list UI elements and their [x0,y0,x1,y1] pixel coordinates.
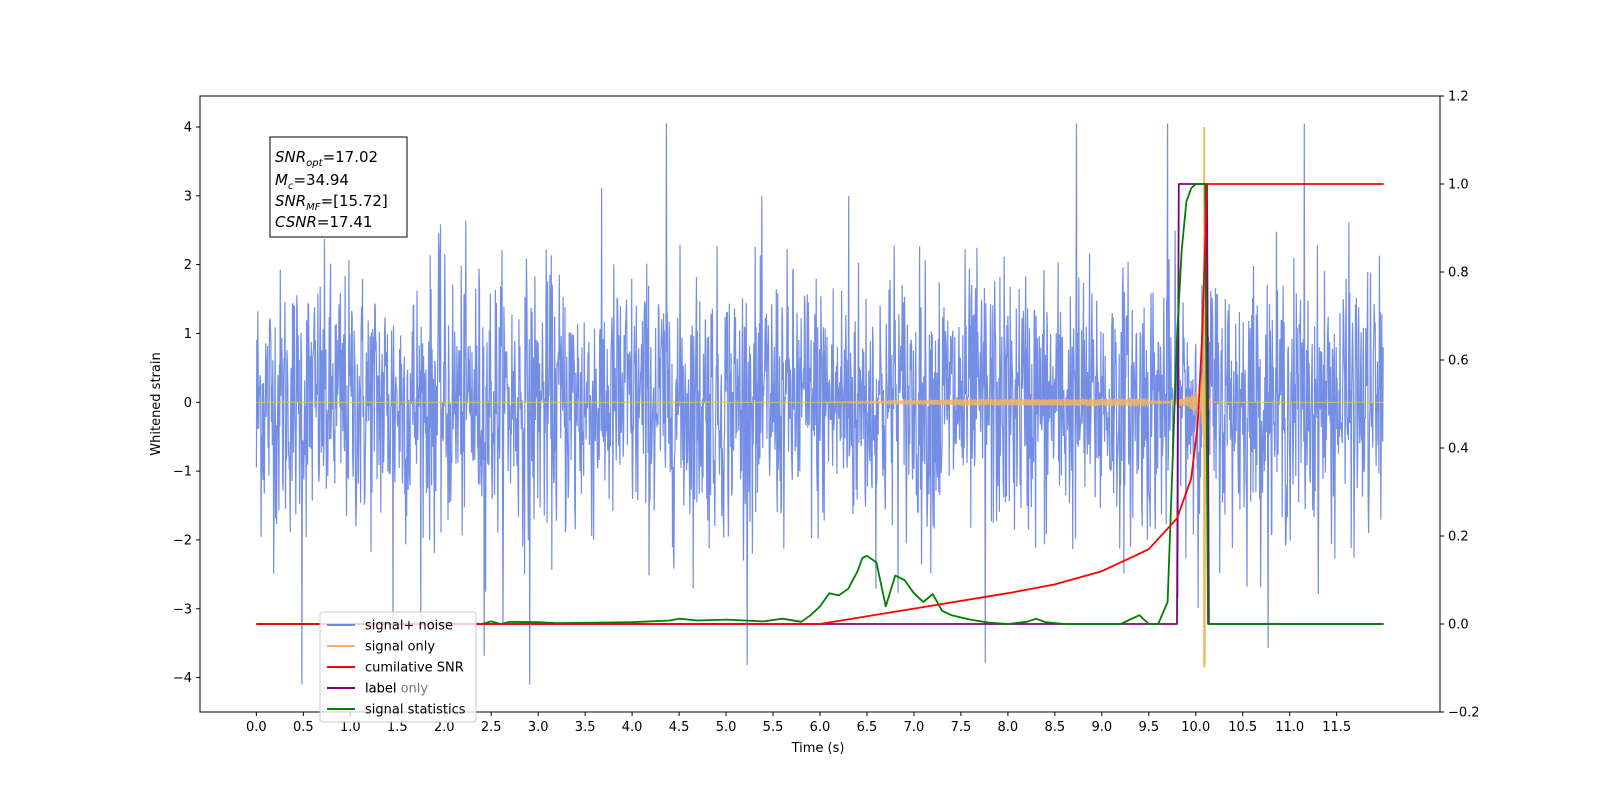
y2-tick-label: 0.0 [1448,618,1469,633]
info-mc: Mc=34.94 [275,171,349,192]
legend: signal+ noise signal only cumilative SNR la… [319,611,477,723]
x-tick-label: 0.0 [246,720,267,735]
y2-tick-label: 0.8 [1448,266,1469,281]
x-tick-label: 6.5 [857,720,878,735]
y-axis-left: 4 3 2 1 0 −1 −2 −3 −4 [173,120,200,686]
x-axis: 0.0 0.5 1.0 1.5 2.0 2.5 3.0 3.5 4.0 4.5 5.0 5.5 6.0 6… [246,712,1351,735]
x-tick-label: 4.5 [669,720,690,735]
y2-tick-label: 1.2 [1448,90,1469,105]
x-axis-label: Time (s) [791,741,845,756]
legend-entry: label [365,682,396,697]
y2-tick-label: 0.2 [1448,530,1469,545]
y-axis-label: Whitened strain [149,352,164,455]
x-tick-label: 10.0 [1181,720,1210,735]
info-snr-opt: SNRopt=17.02 [275,148,378,169]
series-cumilative-snr [256,183,1384,625]
info-box: SNRopt=17.02 Mc=34.94 SNRMF=[15.72] CSNR… [269,136,408,238]
x-tick-label: 2.5 [481,720,502,735]
series-signal-noise [255,123,1384,685]
y2-tick-label: −0.2 [1448,706,1480,721]
x-tick-label: 3.5 [575,720,596,735]
x-tick-label: 9.5 [1138,720,1159,735]
x-tick-label: 2.0 [434,720,455,735]
y-tick-label: −2 [173,533,192,548]
y-tick-label: 3 [184,189,192,204]
y-tick-label: 2 [184,258,192,273]
series-signal-only [256,303,1384,664]
x-tick-label: 8.5 [1045,720,1066,735]
legend-entry-faint: label only [365,682,428,697]
legend-entry: cumilative SNR [365,661,464,676]
x-tick-label: 5.0 [716,720,737,735]
x-tick-label: 4.0 [622,720,643,735]
y2-tick-label: 0.4 [1448,442,1469,457]
series-signal-statistics [256,183,1384,625]
y-tick-label: 0 [184,396,192,411]
x-tick-label: 11.5 [1322,720,1351,735]
y2-tick-label: 1.0 [1448,178,1469,193]
x-tick-label: 5.5 [763,720,784,735]
y2-tick-label: 0.6 [1448,354,1469,369]
x-tick-label: 11.0 [1275,720,1304,735]
x-tick-label: 8.0 [998,720,1019,735]
x-tick-label: 7.5 [951,720,972,735]
y-tick-label: −1 [173,465,192,480]
y-tick-label: −4 [173,671,192,686]
legend-entry: signal only [365,640,435,655]
x-tick-label: 3.0 [528,720,549,735]
legend-entry: signal+ noise [365,619,453,634]
info-snr-mf: SNRMF=[15.72] [275,192,388,213]
legend-entry: signal statistics [365,703,466,718]
info-csnr: CSNR=17.41 [275,213,372,231]
x-tick-label: 10.5 [1228,720,1257,735]
y-tick-label: 4 [184,120,192,135]
x-tick-label: 7.0 [904,720,925,735]
x-tick-label: 6.0 [810,720,831,735]
x-tick-label: 1.5 [387,720,408,735]
y-tick-label: −3 [173,602,192,617]
series-layer [255,123,1384,685]
x-tick-label: 0.5 [293,720,314,735]
y-tick-label: 1 [184,327,192,342]
x-tick-label: 1.0 [340,720,361,735]
x-tick-label: 9.0 [1091,720,1112,735]
y-axis-right: 1.2 1.0 0.8 0.6 0.4 0.2 0.0 −0.2 [1440,90,1480,721]
